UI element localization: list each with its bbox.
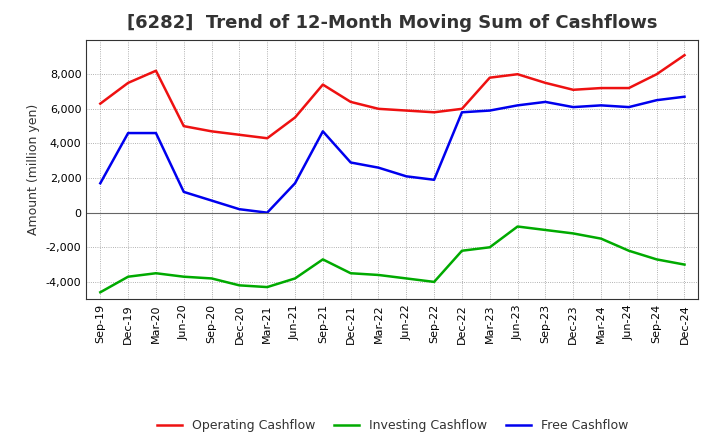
Free Cashflow	[263, 210, 271, 215]
Investing Cashflow	[207, 276, 216, 281]
Investing Cashflow	[513, 224, 522, 229]
Operating Cashflow	[124, 80, 132, 85]
Operating Cashflow	[513, 72, 522, 77]
Operating Cashflow	[152, 68, 161, 73]
Free Cashflow	[597, 103, 606, 108]
Line: Operating Cashflow: Operating Cashflow	[100, 55, 685, 138]
Free Cashflow	[541, 99, 550, 105]
Investing Cashflow	[346, 271, 355, 276]
Free Cashflow	[624, 104, 633, 110]
Operating Cashflow	[235, 132, 243, 137]
Operating Cashflow	[179, 124, 188, 129]
Free Cashflow	[680, 94, 689, 99]
Operating Cashflow	[96, 101, 104, 106]
Operating Cashflow	[569, 87, 577, 92]
Investing Cashflow	[652, 257, 661, 262]
Investing Cashflow	[485, 245, 494, 250]
Free Cashflow	[402, 174, 410, 179]
Operating Cashflow	[458, 106, 467, 111]
Investing Cashflow	[569, 231, 577, 236]
Free Cashflow	[513, 103, 522, 108]
Free Cashflow	[96, 180, 104, 186]
Investing Cashflow	[152, 271, 161, 276]
Investing Cashflow	[430, 279, 438, 285]
Operating Cashflow	[652, 72, 661, 77]
Operating Cashflow	[597, 85, 606, 91]
Investing Cashflow	[374, 272, 383, 278]
Free Cashflow	[485, 108, 494, 113]
Operating Cashflow	[485, 75, 494, 81]
Line: Free Cashflow: Free Cashflow	[100, 97, 685, 213]
Investing Cashflow	[179, 274, 188, 279]
Free Cashflow	[152, 130, 161, 136]
Investing Cashflow	[680, 262, 689, 267]
Legend: Operating Cashflow, Investing Cashflow, Free Cashflow: Operating Cashflow, Investing Cashflow, …	[152, 414, 633, 437]
Operating Cashflow	[680, 52, 689, 58]
Free Cashflow	[291, 180, 300, 186]
Free Cashflow	[569, 104, 577, 110]
Investing Cashflow	[124, 274, 132, 279]
Line: Investing Cashflow: Investing Cashflow	[100, 227, 685, 292]
Operating Cashflow	[541, 80, 550, 85]
Operating Cashflow	[346, 99, 355, 105]
Free Cashflow	[318, 128, 327, 134]
Investing Cashflow	[458, 248, 467, 253]
Investing Cashflow	[541, 227, 550, 233]
Free Cashflow	[207, 198, 216, 203]
Investing Cashflow	[291, 276, 300, 281]
Operating Cashflow	[263, 136, 271, 141]
Operating Cashflow	[291, 115, 300, 120]
Operating Cashflow	[624, 85, 633, 91]
Investing Cashflow	[96, 290, 104, 295]
Operating Cashflow	[374, 106, 383, 111]
Title: [6282]  Trend of 12-Month Moving Sum of Cashflows: [6282] Trend of 12-Month Moving Sum of C…	[127, 15, 657, 33]
Operating Cashflow	[207, 128, 216, 134]
Operating Cashflow	[402, 108, 410, 113]
Free Cashflow	[124, 130, 132, 136]
Operating Cashflow	[318, 82, 327, 87]
Operating Cashflow	[430, 110, 438, 115]
Investing Cashflow	[235, 283, 243, 288]
Free Cashflow	[179, 189, 188, 194]
Y-axis label: Amount (million yen): Amount (million yen)	[27, 104, 40, 235]
Free Cashflow	[235, 206, 243, 212]
Investing Cashflow	[263, 284, 271, 290]
Investing Cashflow	[597, 236, 606, 241]
Investing Cashflow	[624, 248, 633, 253]
Free Cashflow	[430, 177, 438, 183]
Free Cashflow	[346, 160, 355, 165]
Investing Cashflow	[318, 257, 327, 262]
Free Cashflow	[374, 165, 383, 170]
Free Cashflow	[458, 110, 467, 115]
Free Cashflow	[652, 98, 661, 103]
Investing Cashflow	[402, 276, 410, 281]
